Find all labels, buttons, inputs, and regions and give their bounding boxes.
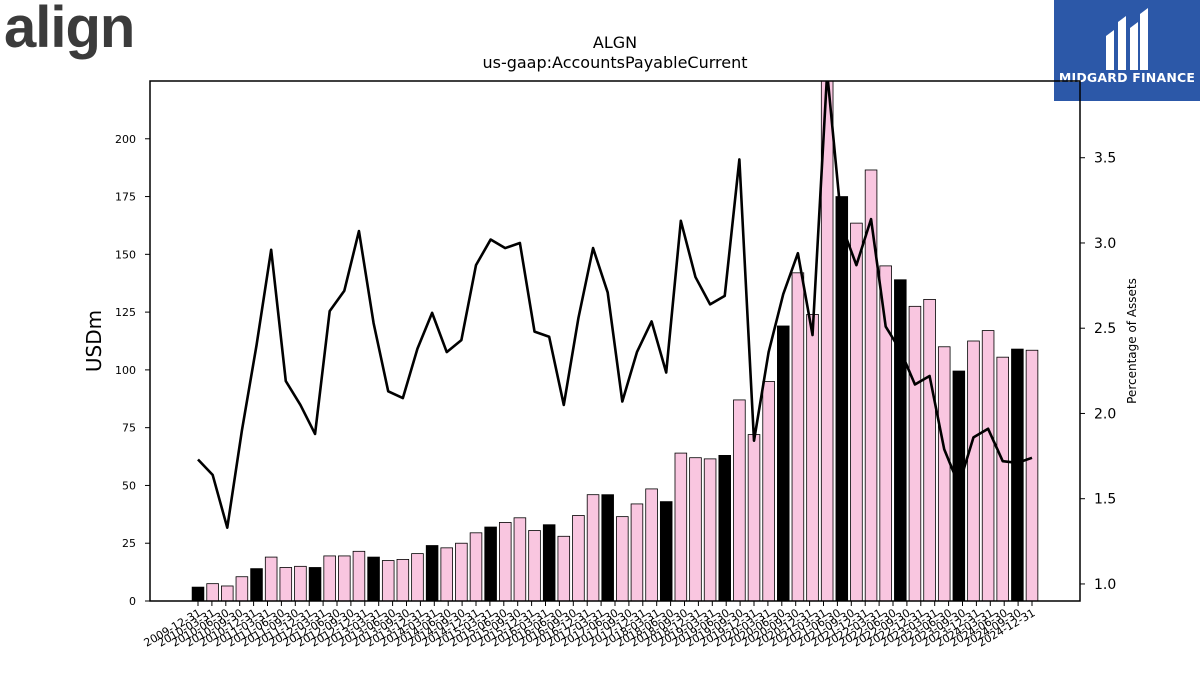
bar xyxy=(762,381,775,602)
y-tick-label: 0 xyxy=(129,595,136,608)
bar xyxy=(586,494,600,602)
percentage-line xyxy=(197,81,1033,529)
y-tick-label: 150 xyxy=(115,248,136,261)
bar xyxy=(630,503,644,602)
y2-tick-label: 2.0 xyxy=(1094,406,1116,422)
bar xyxy=(806,314,819,602)
bar xyxy=(777,325,790,602)
bar xyxy=(733,399,746,602)
bar xyxy=(308,567,322,602)
bar xyxy=(616,516,629,602)
plot-frame xyxy=(149,80,1081,602)
y2-tick-label: 1.0 xyxy=(1094,577,1116,593)
bar xyxy=(557,535,571,602)
bar xyxy=(747,434,761,602)
bar xyxy=(791,272,805,602)
y2-tick-label: 3.0 xyxy=(1094,236,1116,252)
bar xyxy=(689,457,702,602)
line-series xyxy=(197,81,1033,529)
y2-tick-label: 3.5 xyxy=(1094,151,1116,167)
bar xyxy=(411,553,424,602)
bar xyxy=(996,356,1009,602)
align-logo-text: align xyxy=(4,0,135,60)
bar xyxy=(352,550,366,602)
bar xyxy=(221,585,234,602)
bar xyxy=(484,526,497,602)
bar xyxy=(1011,348,1024,602)
bar xyxy=(923,298,936,602)
bar xyxy=(513,517,527,602)
y-tick-label: 25 xyxy=(122,537,136,550)
y2-axis-ticks: 1.0 1.5 2.0 2.5 3.0 3.5 xyxy=(1080,151,1116,593)
bar xyxy=(455,542,468,602)
bar xyxy=(894,279,907,602)
bar xyxy=(528,530,541,602)
bar xyxy=(338,555,351,602)
bar xyxy=(718,454,731,602)
bar xyxy=(850,222,863,602)
bar xyxy=(469,532,483,602)
bar xyxy=(381,560,395,602)
x-axis-ticks: 2009-12-312010-03-312010-06-302010-09-30… xyxy=(142,601,1038,650)
bar xyxy=(645,488,658,602)
chart-subtitle: us-gaap:AccountsPayableCurrent xyxy=(482,53,747,72)
bar xyxy=(294,565,307,602)
midgard-finance-logo: MIDGARD FINANCE xyxy=(1054,0,1200,101)
y2-tick-label: 1.5 xyxy=(1094,492,1116,508)
y-tick-label: 50 xyxy=(122,479,136,492)
y-tick-label: 200 xyxy=(115,133,136,146)
midgard-emblem-icon xyxy=(1106,8,1148,70)
y-tick-label: 100 xyxy=(115,364,136,377)
bar xyxy=(235,576,249,602)
midgard-finance-wordmark: MIDGARD FINANCE xyxy=(1058,70,1196,85)
bar xyxy=(601,494,614,602)
bar xyxy=(367,556,380,602)
chart-title: ALGN xyxy=(593,33,637,52)
bar xyxy=(279,567,293,602)
bar xyxy=(440,547,453,602)
bar xyxy=(981,330,995,602)
y2-tick-label: 2.5 xyxy=(1094,321,1116,337)
bar xyxy=(572,515,585,602)
bar xyxy=(703,458,717,602)
bar xyxy=(425,545,439,602)
y-tick-label: 175 xyxy=(115,191,136,204)
bar xyxy=(908,305,922,602)
y-axis-ticks: 0 25 50 75 100 125 150 175 200 xyxy=(115,133,150,608)
bar xyxy=(542,524,556,602)
bar xyxy=(659,501,673,602)
bar xyxy=(396,559,410,602)
bar-series xyxy=(191,80,1039,602)
bar xyxy=(264,556,278,602)
bar xyxy=(499,522,512,602)
y-tick-label: 125 xyxy=(115,306,136,319)
bar xyxy=(835,196,849,602)
align-logo: align xyxy=(4,0,135,61)
y-axis-label: USDm xyxy=(82,310,106,372)
bar xyxy=(191,586,205,602)
bar xyxy=(879,265,892,602)
bar xyxy=(323,555,336,602)
y2-axis-label: Percentage of Assets xyxy=(1125,278,1139,404)
bar xyxy=(937,346,951,602)
bar xyxy=(250,568,263,602)
bar xyxy=(1025,349,1039,602)
bar xyxy=(674,452,688,602)
y-tick-label: 75 xyxy=(122,422,136,435)
bar xyxy=(967,340,980,602)
bar xyxy=(206,583,219,602)
